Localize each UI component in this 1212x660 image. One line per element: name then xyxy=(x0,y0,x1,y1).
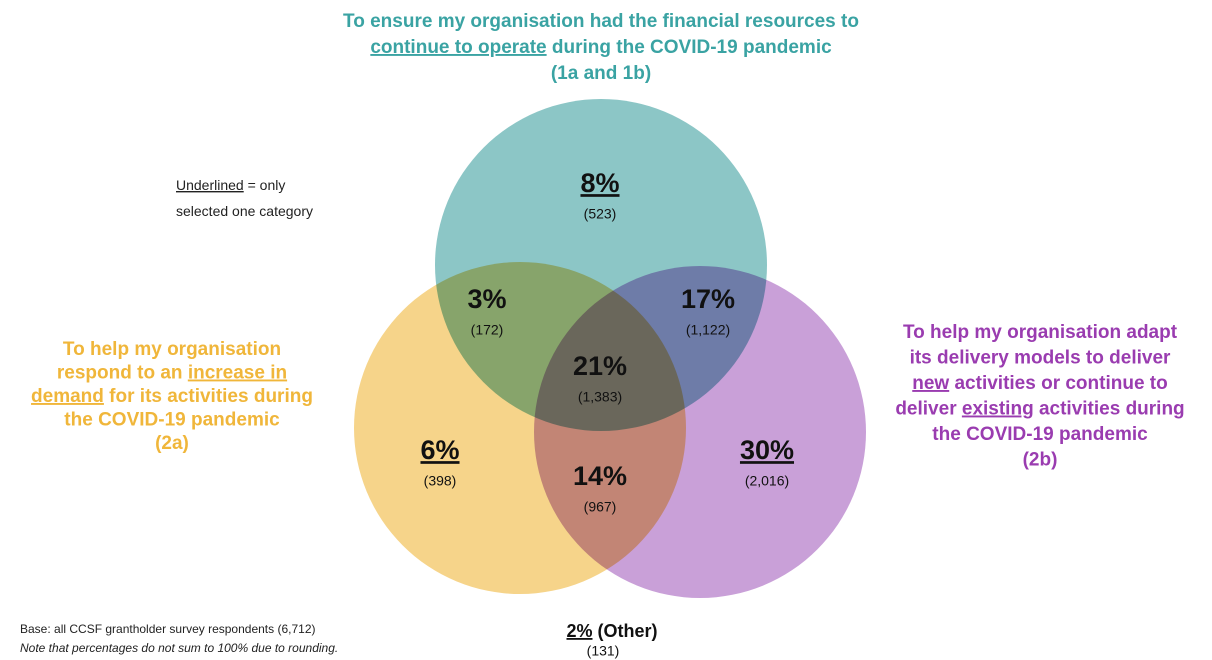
region-percent: 6% xyxy=(420,435,459,465)
right-label-segment: To help my organisation adapt xyxy=(903,322,1178,343)
right-label-line: (2b) xyxy=(1023,450,1058,471)
right-label-line: new activities or continue to xyxy=(912,373,1168,394)
footnote-note: Note that percentages do not sum to 100%… xyxy=(20,641,338,655)
left-label-segment: To help my organisation xyxy=(63,339,281,360)
key-segment: = only xyxy=(244,177,286,193)
right-label-line: its delivery models to deliver xyxy=(910,348,1171,369)
region-percent: 8% xyxy=(580,168,619,198)
key-line: Underlined = only xyxy=(176,177,285,193)
region-count: (172) xyxy=(471,322,504,338)
left-label-segment: increase in xyxy=(188,363,287,384)
top-label-segment: To ensure my organisation had the financ… xyxy=(343,11,859,32)
top-label-segment: (1a and 1b) xyxy=(551,63,651,84)
right-label-segment: activities or continue to xyxy=(949,373,1168,394)
right-label-segment: new xyxy=(912,373,949,394)
region-count: (1,383) xyxy=(578,389,622,405)
region-count: (967) xyxy=(584,499,617,515)
key-segment: Underlined xyxy=(176,177,244,193)
top-label-line: (1a and 1b) xyxy=(551,63,651,84)
region-count: (2,016) xyxy=(745,473,789,489)
region-count: (1,122) xyxy=(686,322,730,338)
key-segment: selected one category xyxy=(176,203,313,219)
circles xyxy=(354,99,866,598)
right-label-segment: existing xyxy=(962,399,1034,420)
key-line: selected one category xyxy=(176,203,313,219)
other-name: (Other) xyxy=(598,621,658,641)
right-label-segment: (2b) xyxy=(1023,450,1058,471)
region-count: (523) xyxy=(584,206,617,222)
region-percent: 21% xyxy=(573,351,627,381)
right-label-segment: deliver xyxy=(895,399,962,420)
other-label: 2% (Other) xyxy=(566,621,657,641)
left-label-segment: demand xyxy=(31,386,104,407)
left-label-segment: (2a) xyxy=(155,433,189,454)
left-label-line: demand for its activities during xyxy=(31,386,313,407)
top-label-segment: during the COVID-19 pandemic xyxy=(547,37,832,58)
other-percent: 2% xyxy=(566,621,592,641)
top-label-line: continue to operate during the COVID-19 … xyxy=(370,37,832,58)
right-label-segment: activities during xyxy=(1034,399,1185,420)
region-percent: 17% xyxy=(681,284,735,314)
region-percent: 3% xyxy=(467,284,506,314)
region-count: (398) xyxy=(424,473,457,489)
top-label-line: To ensure my organisation had the financ… xyxy=(343,11,859,32)
left-label-line: To help my organisation xyxy=(63,339,281,360)
right-label-segment: the COVID-19 pandemic xyxy=(932,424,1148,445)
right-label-line: To help my organisation adapt xyxy=(903,322,1178,343)
footnote-base: Base: all CCSF grantholder survey respon… xyxy=(20,622,315,636)
left-label-segment: for its activities during xyxy=(104,386,313,407)
left-label-line: the COVID-19 pandemic xyxy=(64,410,280,431)
right-label-line: deliver existing activities during xyxy=(895,399,1184,420)
left-label-segment: the COVID-19 pandemic xyxy=(64,410,280,431)
right-label-line: the COVID-19 pandemic xyxy=(932,424,1148,445)
circle-delivery xyxy=(534,266,866,598)
left-label-line: respond to an increase in xyxy=(57,363,287,384)
top-label-segment: continue to operate xyxy=(370,37,546,58)
left-label-segment: respond to an xyxy=(57,363,188,384)
right-label-segment: its delivery models to deliver xyxy=(910,348,1171,369)
region-percent: 30% xyxy=(740,435,794,465)
left-label-line: (2a) xyxy=(155,433,189,454)
region-percent: 14% xyxy=(573,461,627,491)
other-count: (131) xyxy=(587,643,620,659)
